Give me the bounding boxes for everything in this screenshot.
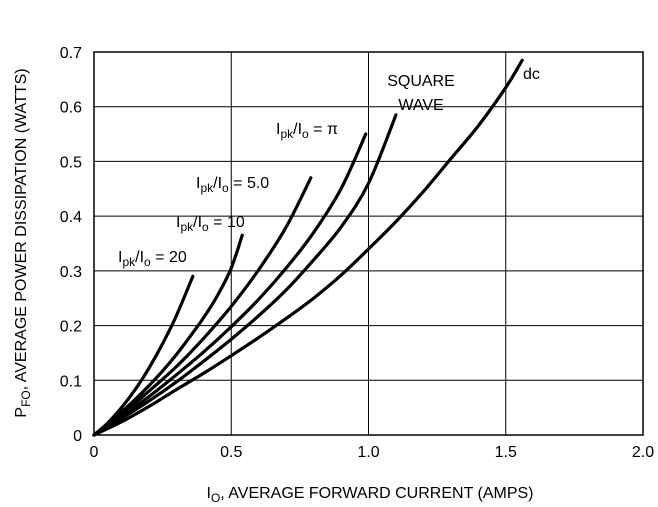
x-tick-label: 2.0	[632, 444, 654, 461]
plot-frame	[93, 51, 644, 436]
x-tick-label: 0.5	[220, 444, 242, 461]
label-ratio-10: Ipk/Io = 10	[176, 214, 245, 234]
label-ratio-20: Ipk/Io = 20	[118, 249, 187, 269]
y-tick-label: 0.2	[60, 319, 82, 336]
y-tick-label: 0.5	[60, 154, 82, 171]
chart-curves	[92, 58, 524, 437]
y-tick-label: 0	[73, 428, 82, 445]
x-tick-label: 1.5	[495, 444, 517, 461]
y-tick-label: 0.7	[60, 45, 82, 62]
chart-grid	[94, 52, 643, 435]
curve-ratio-pi	[92, 132, 368, 437]
label-square-wave-line: WAVE	[398, 97, 443, 114]
label-ratio-pi: Ipk/Io = π	[276, 121, 338, 141]
y-tick-label: 0.3	[60, 264, 82, 281]
label-dc: dc	[523, 66, 540, 83]
label-square-wave-line: SQUARE	[387, 73, 455, 90]
label-ratio-5: Ipk/Io = 5.0	[196, 175, 269, 195]
x-axis-title: IO, AVERAGE FORWARD CURRENT (AMPS)	[206, 485, 533, 505]
y-tick-label: 0.1	[60, 373, 82, 390]
y-tick-label: 0.6	[60, 100, 82, 117]
y-tick-label: 0.4	[60, 209, 82, 226]
y-axis-title: PFO, AVERAGE POWER DISSIPATION (WATTS)	[13, 68, 33, 417]
curve-labels: Ipk/Io = 20 Ipk/Io = 10 Ipk/Io = 5.0 Ipk/Io…	[118, 66, 540, 269]
curve-dc	[92, 58, 524, 437]
x-tick-label: 0	[90, 444, 99, 461]
x-tick-label: 1.0	[357, 444, 379, 461]
curve-ratio-10	[92, 233, 244, 437]
curve-ratio-5	[92, 176, 313, 437]
curve-square-wave	[92, 113, 398, 437]
tick-labels: 0 0.5 1.0 1.5 2.0 0 0.1 0.2 0.3 0.4 0.5 0.6 0.7	[60, 45, 654, 461]
